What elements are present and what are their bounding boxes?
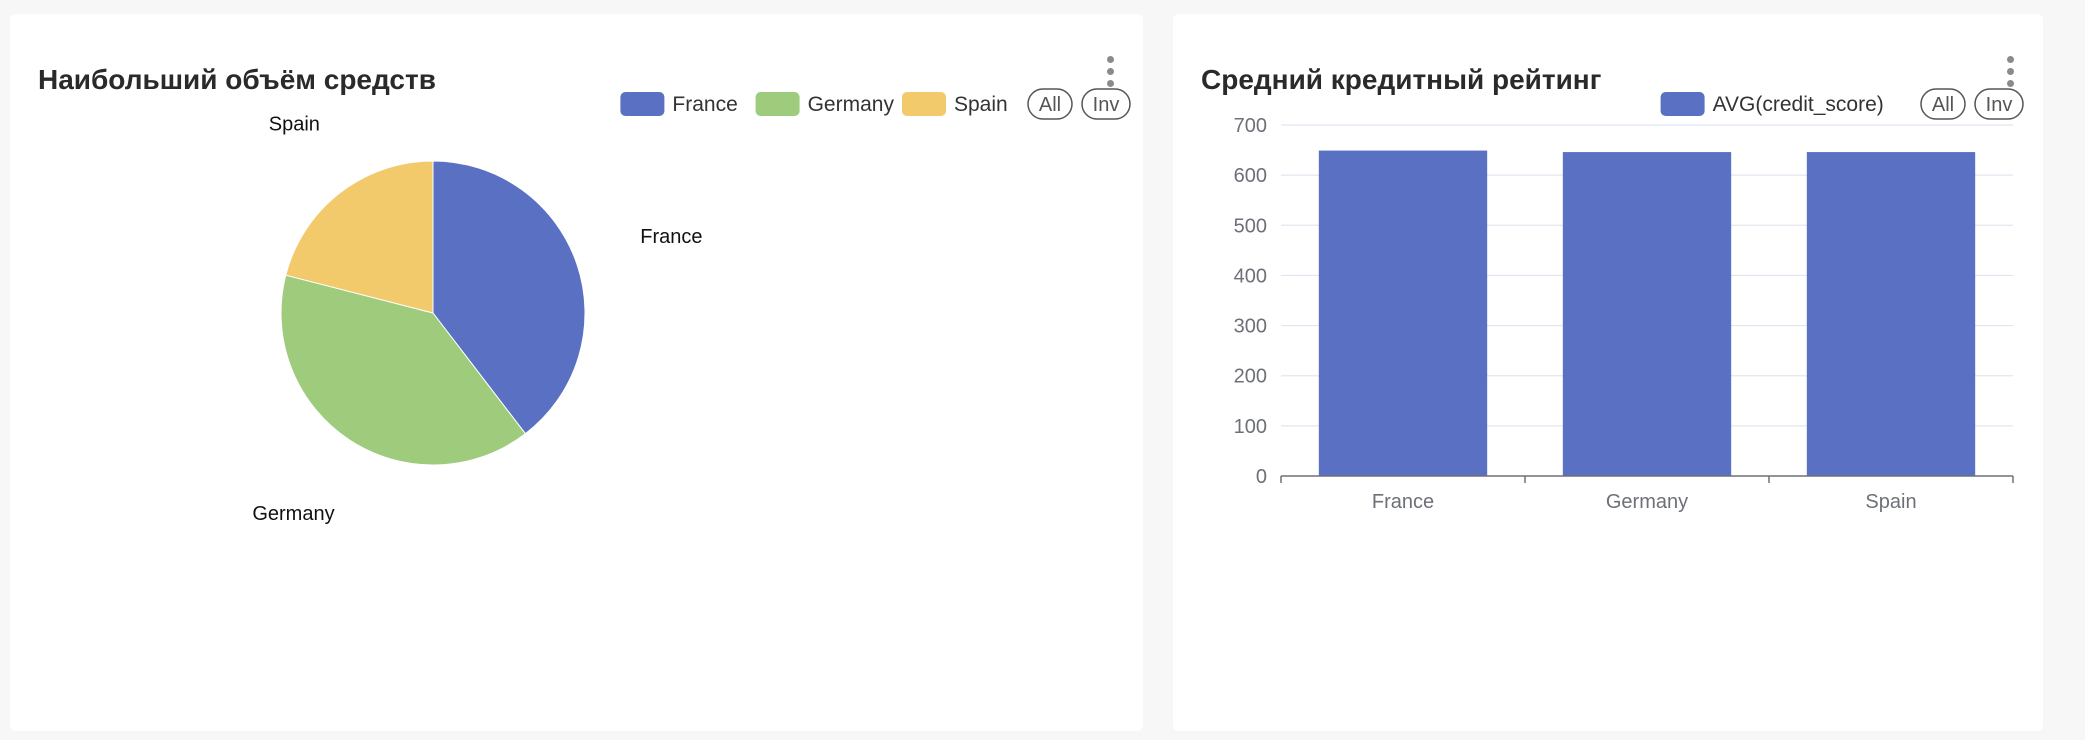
legend-swatch	[755, 92, 800, 116]
legend-select-all-button[interactable]: All	[1920, 88, 1966, 120]
y-tick-label: 600	[1234, 165, 1267, 187]
pie-chart: Inv All Spain Germany France France Germany Sp…	[252, 88, 1131, 525]
legend-item-france[interactable]: France	[620, 92, 738, 116]
legend-label: France	[672, 93, 737, 116]
pie-chart-title: Наибольший объём средств	[38, 64, 436, 95]
bar-france[interactable]	[1318, 150, 1488, 476]
y-tick-label: 700	[1234, 115, 1267, 137]
pie-slice-france[interactable]	[432, 160, 586, 435]
legend-invert-button[interactable]: Inv	[1974, 88, 2024, 120]
x-tick-label: Spain	[1865, 491, 1916, 513]
legend-select-all-button[interactable]: All	[1027, 88, 1073, 120]
y-tick-label: 200	[1234, 366, 1267, 388]
legend-label: Germany	[808, 93, 895, 116]
y-tick-label: 400	[1234, 265, 1267, 287]
pie-label-france: France	[640, 226, 702, 248]
legend-swatch	[902, 92, 946, 116]
bar-spain[interactable]	[1806, 152, 1976, 476]
y-tick-label: 0	[1256, 466, 1267, 488]
more-vertical-icon[interactable]	[2000, 52, 2020, 92]
pie-label-spain: Spain	[269, 113, 320, 135]
svg-text:Inv: Inv	[1093, 94, 1120, 116]
pie-label-germany: Germany	[252, 503, 334, 525]
svg-text:All: All	[1932, 94, 1954, 116]
y-tick-label: 300	[1234, 316, 1267, 338]
pie-slice-spain[interactable]	[285, 160, 434, 314]
svg-text:Inv: Inv	[1986, 94, 2013, 116]
x-tick-label: Germany	[1606, 491, 1688, 513]
legend-swatch	[1660, 92, 1705, 116]
legend-invert-button[interactable]: Inv	[1081, 88, 1131, 120]
legend-label: Spain	[954, 93, 1008, 116]
pie-chart-card: Наибольший объём средств Inv All Spain Germ…	[10, 14, 1143, 731]
y-tick-label: 100	[1234, 416, 1267, 438]
y-tick-label: 500	[1234, 215, 1267, 237]
bar-chart-card: Средний кредитный рейтинг 0 100 200 300 400 5…	[1173, 14, 2043, 731]
more-vertical-icon[interactable]	[1100, 52, 1120, 92]
svg-text:All: All	[1039, 94, 1061, 116]
x-tick-label: France	[1372, 491, 1434, 513]
bar-chart-title: Средний кредитный рейтинг	[1201, 64, 1602, 95]
bar-germany[interactable]	[1562, 152, 1732, 476]
legend-item-germany[interactable]: Germany	[755, 92, 895, 116]
legend-swatch	[620, 92, 665, 116]
legend-label: AVG(credit_score)	[1713, 93, 1884, 116]
pie-slice-germany[interactable]	[280, 274, 527, 466]
bar-chart: 0 100 200 300 400 500 600 700 France Germany Spain…	[1234, 88, 2024, 513]
legend-item-avg-credit-score-[interactable]: AVG(credit_score)	[1660, 92, 1884, 116]
legend-item-spain[interactable]: Spain	[902, 92, 1008, 116]
